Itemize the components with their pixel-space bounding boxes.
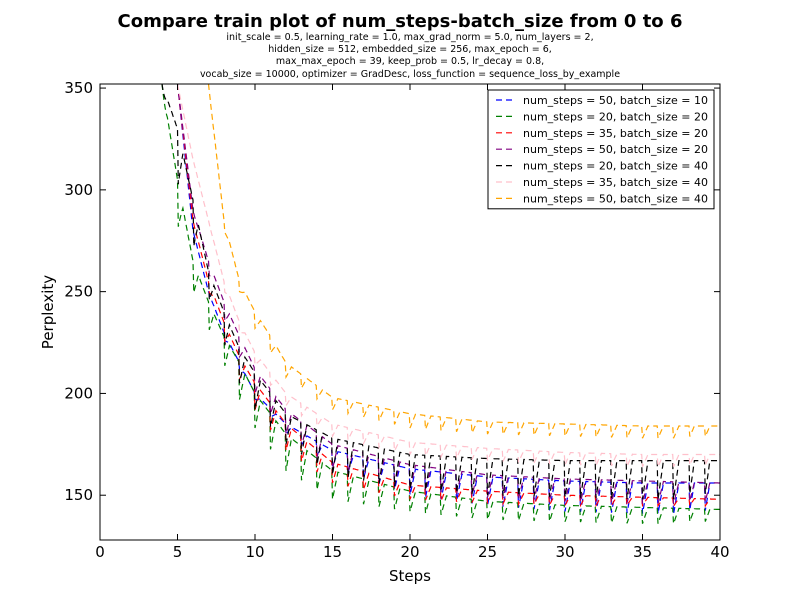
- legend: num_steps = 50, batch_size = 10 num_steps…: [487, 89, 715, 210]
- series-line: [176, 84, 720, 505]
- subtitle-line: max_max_epoch = 39, keep_prob = 0.5, lr_…: [276, 56, 544, 67]
- x-axis-label: Steps: [389, 567, 431, 585]
- ticks-layer: 0 5 10 15 20 25 30 35 40 150 200 250 300 350: [64, 79, 729, 561]
- y-axis-label: Perplexity: [39, 275, 57, 349]
- y-tick-label: 200: [64, 384, 93, 402]
- y-tick-label: 300: [64, 181, 93, 199]
- x-tick-label: 10: [245, 543, 264, 561]
- legend-entry: num_steps = 35, batch_size = 20: [523, 127, 708, 140]
- legend-entry: num_steps = 20, batch_size = 20: [523, 110, 708, 123]
- y-tick-label: 150: [64, 486, 93, 504]
- chart-title: Compare train plot of num_steps-batch_si…: [118, 11, 683, 32]
- y-tick-label: 350: [64, 79, 93, 97]
- x-tick-label: 30: [555, 543, 574, 561]
- series-line: [161, 84, 720, 524]
- x-tick-label: 15: [323, 543, 342, 561]
- legend-entry: num_steps = 50, batch_size = 20: [523, 143, 708, 156]
- x-tick-label: 20: [400, 543, 419, 561]
- subtitle-line: init_scale = 0.5, learning_rate = 1.0, m…: [226, 32, 593, 43]
- subtitle-line: vocab_size = 10000, optimizer = GradDesc…: [200, 69, 620, 80]
- series-line: [176, 84, 720, 515]
- x-tick-label: 5: [173, 543, 183, 561]
- series-line: [176, 84, 720, 508]
- legend-entry: num_steps = 20, batch_size = 40: [523, 160, 708, 173]
- series-line: [207, 84, 720, 439]
- x-tick-label: 40: [710, 543, 729, 561]
- y-tick-label: 250: [64, 283, 93, 301]
- x-tick-label: 0: [95, 543, 105, 561]
- series-line: [176, 84, 720, 467]
- legend-box: [487, 89, 715, 210]
- legend-entry: num_steps = 35, batch_size = 40: [523, 176, 708, 189]
- x-tick-label: 25: [478, 543, 497, 561]
- subtitle-line: hidden_size = 512, embedded_size = 256, …: [268, 44, 552, 55]
- chart-subtitle: init_scale = 0.5, learning_rate = 1.0, m…: [200, 32, 620, 80]
- legend-entry: num_steps = 50, batch_size = 40: [523, 192, 708, 205]
- series-layer: [161, 84, 720, 524]
- x-tick-label: 35: [633, 543, 652, 561]
- series-line: [161, 84, 720, 500]
- legend-entry: num_steps = 50, batch_size = 10: [523, 94, 708, 107]
